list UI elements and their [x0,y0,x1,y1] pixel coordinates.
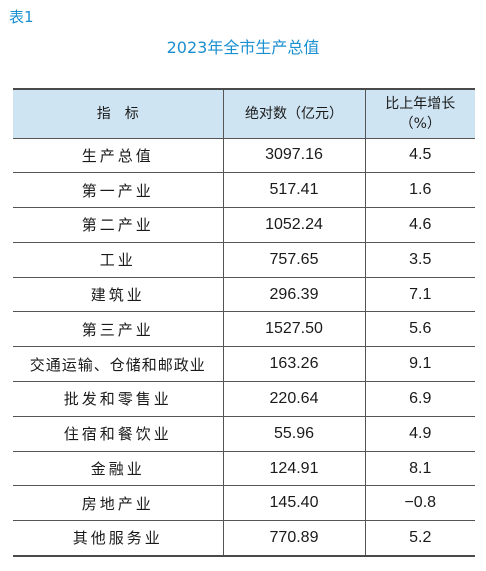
header-indicator: 指 标 [13,88,223,139]
row-growth: 3.5 [364,242,475,278]
row-indicator: 第三产业 [13,311,223,348]
table-row: 工业 757.65 3.5 [13,242,475,278]
row-indicator: 批发和零售业 [13,381,223,417]
row-indicator: 交通运输、仓储和邮政业 [13,346,223,383]
row-growth: 4.5 [364,138,475,174]
row-growth: 1.6 [364,172,475,209]
header-growth-line1: 比上年增长 [385,95,456,112]
table-title: 2023年全市生产总值 [166,38,320,57]
row-growth: 7.1 [364,277,475,313]
row-value: 220.64 [222,381,365,417]
row-value: 517.41 [222,172,365,209]
row-indicator: 金融业 [13,451,223,487]
row-growth: −0.8 [364,485,475,522]
row-indicator: 其他服务业 [13,520,223,557]
table-row: 第二产业 1052.24 4.6 [13,207,475,243]
table-row: 建筑业 296.39 7.1 [13,277,475,313]
row-value: 296.39 [222,277,365,313]
row-value: 145.40 [222,485,365,522]
table-row: 交通运输、仓储和邮政业 163.26 9.1 [13,346,475,383]
table-row: 第三产业 1527.50 5.6 [13,311,475,348]
row-growth: 5.2 [364,520,475,557]
table-row: 其他服务业 770.89 5.2 [13,520,475,557]
row-value: 163.26 [222,346,365,383]
row-indicator: 生产总值 [13,138,223,174]
table-row: 第一产业 517.41 1.6 [13,172,475,209]
row-value: 124.91 [222,451,365,487]
row-indicator: 房地产业 [13,485,223,522]
row-growth: 8.1 [364,451,475,487]
table-row: 住宿和餐饮业 55.96 4.9 [13,416,475,452]
row-indicator: 第一产业 [13,172,223,209]
row-value: 1052.24 [222,207,365,243]
table-row: 金融业 124.91 8.1 [13,451,475,487]
row-growth: 6.9 [364,381,475,417]
row-indicator: 第二产业 [13,207,223,243]
row-indicator: 建筑业 [13,277,223,313]
table-row: 批发和零售业 220.64 6.9 [13,381,475,417]
row-value: 55.96 [222,416,365,452]
gdp-table: 指 标 绝对数（亿元） 比上年增长 （%） 生产总值 3097.16 4.5 第一产… [13,88,475,557]
row-value: 1527.50 [222,311,365,348]
row-value: 757.65 [222,242,365,278]
row-growth: 9.1 [364,346,475,383]
header-growth: 比上年增长 （%） [364,88,475,139]
row-value: 3097.16 [222,138,365,174]
header-absolute-value: 绝对数（亿元） [222,88,365,139]
row-growth: 4.6 [364,207,475,243]
row-value: 770.89 [222,520,365,557]
row-indicator: 住宿和餐饮业 [13,416,223,452]
table-label: 表1 [9,8,34,26]
table-header-row: 指 标 绝对数（亿元） 比上年增长 （%） [13,88,475,139]
row-growth: 5.6 [364,311,475,348]
header-growth-line2: （%） [399,115,441,132]
row-growth: 4.9 [364,416,475,452]
table-body: 生产总值 3097.16 4.5 第一产业 517.41 1.6 第二产业 1052.24… [13,138,475,557]
table-row: 房地产业 145.40 −0.8 [13,485,475,522]
table-row: 生产总值 3097.16 4.5 [13,138,475,174]
row-indicator: 工业 [13,242,223,278]
